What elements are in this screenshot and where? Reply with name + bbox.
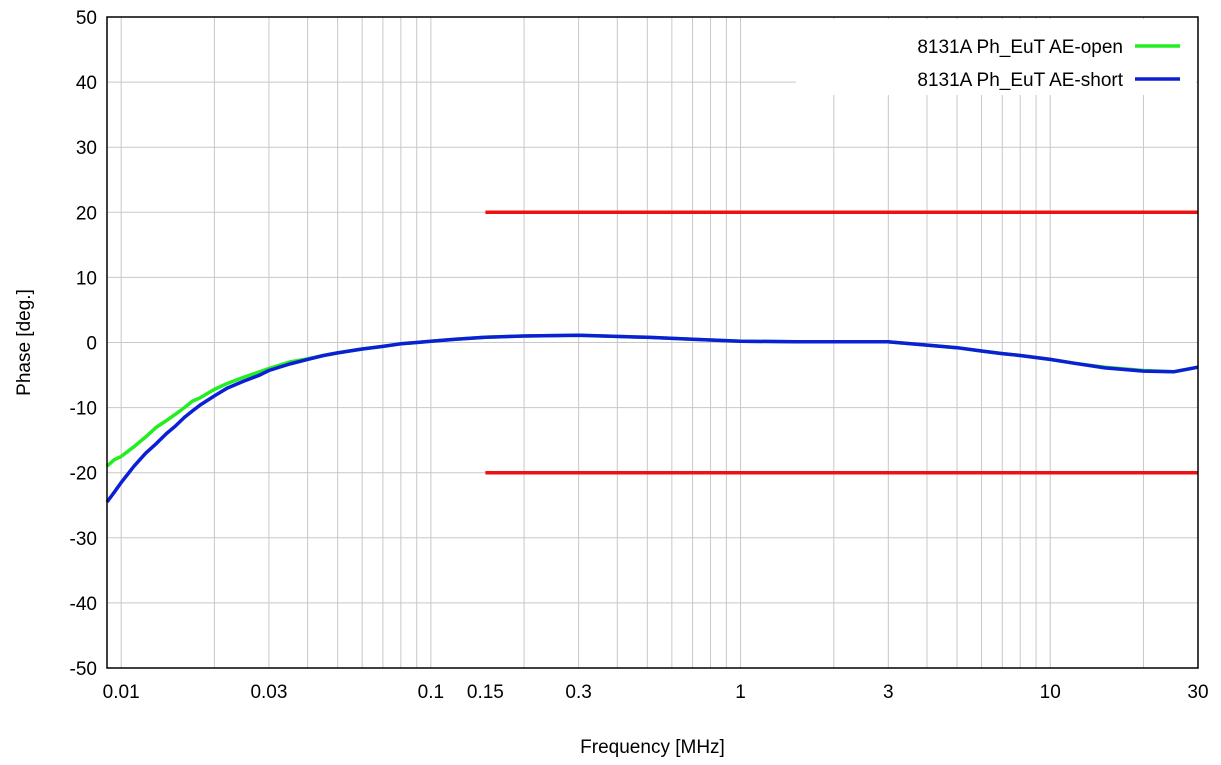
x-tick-label: 0.1 bbox=[418, 682, 444, 703]
tick-labels: 0.01 0.03 0.1 0.15 0.3 1 3 10 30 -50 -40 -30 -20 -10 0… bbox=[70, 8, 1209, 703]
y-tick-label: 50 bbox=[76, 8, 97, 29]
y-axis-label: Phase [deg.] bbox=[14, 289, 35, 396]
legend-background bbox=[796, 19, 1196, 95]
x-tick-label: 0.03 bbox=[250, 682, 287, 703]
x-tick-label: 0.3 bbox=[565, 682, 591, 703]
x-tick-label: 3 bbox=[883, 682, 894, 703]
y-tick-label: 10 bbox=[76, 268, 97, 289]
y-tick-label: -20 bbox=[70, 464, 97, 485]
x-tick-label: 0.01 bbox=[103, 682, 140, 703]
y-tick-label: -40 bbox=[70, 594, 97, 615]
y-tick-label: -30 bbox=[70, 529, 97, 550]
y-tick-label: -50 bbox=[70, 659, 97, 680]
x-tick-label: 0.15 bbox=[467, 682, 504, 703]
x-tick-label: 30 bbox=[1187, 682, 1208, 703]
y-tick-label: 40 bbox=[76, 73, 97, 94]
plot-frame bbox=[106, 16, 1199, 669]
legend-label: 8131A Ph_EuT AE-open bbox=[917, 37, 1123, 58]
y-tick-label: 30 bbox=[76, 138, 97, 159]
y-tick-label: 0 bbox=[86, 334, 97, 355]
legend: 8131A Ph_EuT AE-open 8131A Ph_EuT AE-shor… bbox=[796, 19, 1196, 95]
series-lines bbox=[105, 333, 1199, 504]
series-line-2 bbox=[105, 333, 1199, 504]
x-axis-label: Frequency [MHz] bbox=[580, 737, 725, 758]
x-tick-label: 10 bbox=[1040, 682, 1061, 703]
y-tick-label: 20 bbox=[76, 203, 97, 224]
x-tick-label: 1 bbox=[735, 682, 746, 703]
y-tick-label: -10 bbox=[70, 399, 97, 420]
legend-label: 8131A Ph_EuT AE-short bbox=[917, 70, 1123, 91]
limit-lines bbox=[485, 210, 1198, 475]
